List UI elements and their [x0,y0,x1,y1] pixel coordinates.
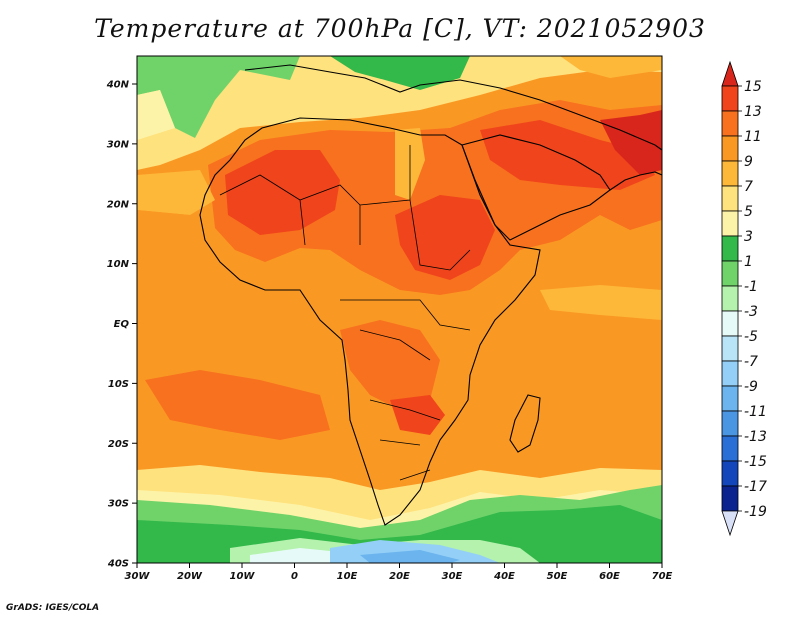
border-lines [219,145,471,481]
colorbar-box [721,335,739,362]
y-tick-label: EQ [114,319,130,330]
x-tick-label: 40E [493,571,515,582]
eurasia-coastline [244,64,663,151]
field-north-green-west [137,56,300,138]
field-south-cyan [250,548,340,563]
field-arabia-core [480,120,655,190]
madagascar-coastline [509,394,541,453]
x-tick-label: 0 [291,571,298,582]
colorbar-label: 11 [744,129,762,145]
colorbar-label: -7 [744,354,758,370]
colorbar-label: -19 [744,504,767,520]
y-axis: 40N 30N 20N 10N EQ 10S 20S 30S 40S [106,80,137,570]
colorbar-box [721,385,739,412]
field-indian-ocean-hot [470,300,662,410]
colorbar-box [721,360,739,387]
colorbar-box [721,135,739,162]
y-tick-label: 20S [108,439,129,450]
field-gulf-yellow [137,210,250,330]
field-west-sahara-core [225,150,340,235]
colorbar-label: -5 [744,329,758,345]
colorbar-label: 9 [744,154,753,170]
colorbar-box [721,235,739,262]
x-axis: 30W 20W 10W 0 10E 20E 30E 40E 50E 60E 70E [125,563,673,582]
colorbar-box [721,210,739,237]
colorbar-label: -9 [744,379,758,395]
x-tick-label: 70E [652,571,673,582]
colorbar-label: -17 [744,479,767,495]
colorbar-label: 15 [744,79,762,95]
colorbar-box [721,410,739,437]
x-tick-label: 50E [547,571,568,582]
colorbar-label: 1 [744,254,753,270]
field-india-core [600,110,662,175]
field-atlantic-west-yellow [137,170,215,215]
x-tick-label: 60E [599,571,620,582]
y-tick-label: 30N [107,139,130,150]
y-tick-label: 20N [107,199,130,210]
x-tick-label: 20W [177,571,203,582]
colorbar-label: 7 [744,179,753,195]
colorbar-box [721,260,739,287]
colorbar-box [721,460,739,487]
colorbar-label: -13 [744,429,767,445]
x-tick-label: 30E [442,571,463,582]
colorbar-top-arrow [721,60,739,87]
x-tick-label: 30W [125,571,151,582]
colorbar-label: 3 [744,229,753,245]
colorbar-box [721,285,739,312]
colorbar-label: 13 [744,104,762,120]
colorbar-bottom-arrow [721,510,739,537]
field-south-deep-blue [360,550,460,563]
colorbar-label: -15 [744,454,767,470]
grads-credit: GrADS: IGES/COLA [6,603,100,613]
colorbar-box [721,485,739,512]
colorbar-label: -3 [744,304,758,320]
colorbar-box [721,85,739,112]
colorbar-box [721,160,739,187]
field-north-green-east [330,56,470,90]
colorbar: 15 13 11 9 7 5 3 1 -1 -3 -5 -7 -9 -11 -13 -15 -17 -19 [721,60,767,537]
colorbar-box [721,185,739,212]
map-title: Temperature at 700hPa [C], VT: 202105290… [94,14,706,43]
y-tick-label: 10S [108,379,129,390]
temperature-field [137,56,662,563]
colorbar-box [721,310,739,337]
africa-coastline [199,117,541,526]
x-tick-label: 10W [230,571,256,582]
field-north-pale [137,90,175,140]
y-tick-label: 10N [107,259,130,270]
field-ne-yellow [560,56,662,78]
colorbar-box [721,435,739,462]
field-sudan-core [395,195,495,280]
x-tick-label: 20E [389,571,410,582]
y-tick-label: 30S [108,499,129,510]
field-south-atlantic-hot [145,370,330,440]
colorbar-label: -1 [744,279,758,295]
coastlines [199,64,663,526]
field-north-band [137,56,662,170]
colorbar-box [721,110,739,137]
y-tick-label: 40S [107,559,129,570]
field-zambia-core [390,395,445,435]
field-angola-hot [340,320,440,410]
arabia-coastline [461,134,611,241]
x-tick-label: 10E [337,571,358,582]
india-coastline [609,171,663,191]
field-indian-ocean-yellow [540,285,662,320]
y-tick-label: 40N [106,80,130,91]
colorbar-label: -11 [744,404,767,420]
country-borders [219,145,471,481]
colorbar-label: 5 [744,204,753,220]
